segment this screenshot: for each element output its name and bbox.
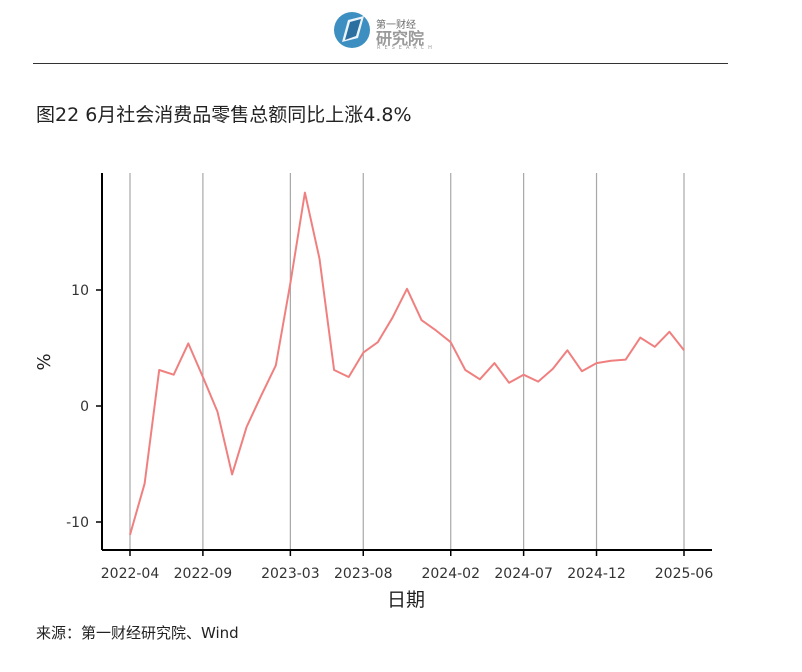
- logo-sub-text: RESEARCH: [377, 45, 436, 51]
- x-tick-label: 2023-03: [261, 566, 320, 582]
- x-tick-label: 2024-12: [567, 566, 626, 582]
- x-tick-label: 2025-06: [655, 566, 714, 582]
- y-tick-label: 0: [80, 399, 89, 415]
- x-tick-label: 2024-02: [421, 566, 480, 582]
- series-line-0: [129, 191, 685, 536]
- logo: 第一财经 研究院 RESEARCH: [332, 8, 472, 52]
- logo-top-text: 第一财经: [376, 20, 416, 31]
- figure-title: 图22 6月社会消费品零售总额同比上涨4.8%: [36, 104, 412, 126]
- gridlines: [129, 173, 685, 550]
- logo-mark-icon: [334, 12, 370, 48]
- axes: [101, 173, 712, 551]
- header-divider: [33, 63, 728, 64]
- y-tick-label: -10: [66, 515, 89, 531]
- source-note: 来源：第一财经研究院、Wind: [36, 624, 239, 642]
- x-axis-label: 日期: [387, 589, 425, 611]
- y-tick-label: 10: [71, 283, 89, 299]
- y-axis-label: %: [34, 353, 55, 370]
- logo-main-text: 研究院: [376, 29, 425, 48]
- series: [129, 191, 685, 536]
- x-tick-label: 2024-07: [494, 566, 553, 582]
- x-tick-label: 2022-04: [101, 566, 160, 582]
- x-tick-label: 2022-09: [174, 566, 233, 582]
- tick-labels: 2022-04 2022-09 2023-03 2023-08 2024-02 2024-…: [66, 283, 713, 582]
- x-tick-label: 2023-08: [334, 566, 393, 582]
